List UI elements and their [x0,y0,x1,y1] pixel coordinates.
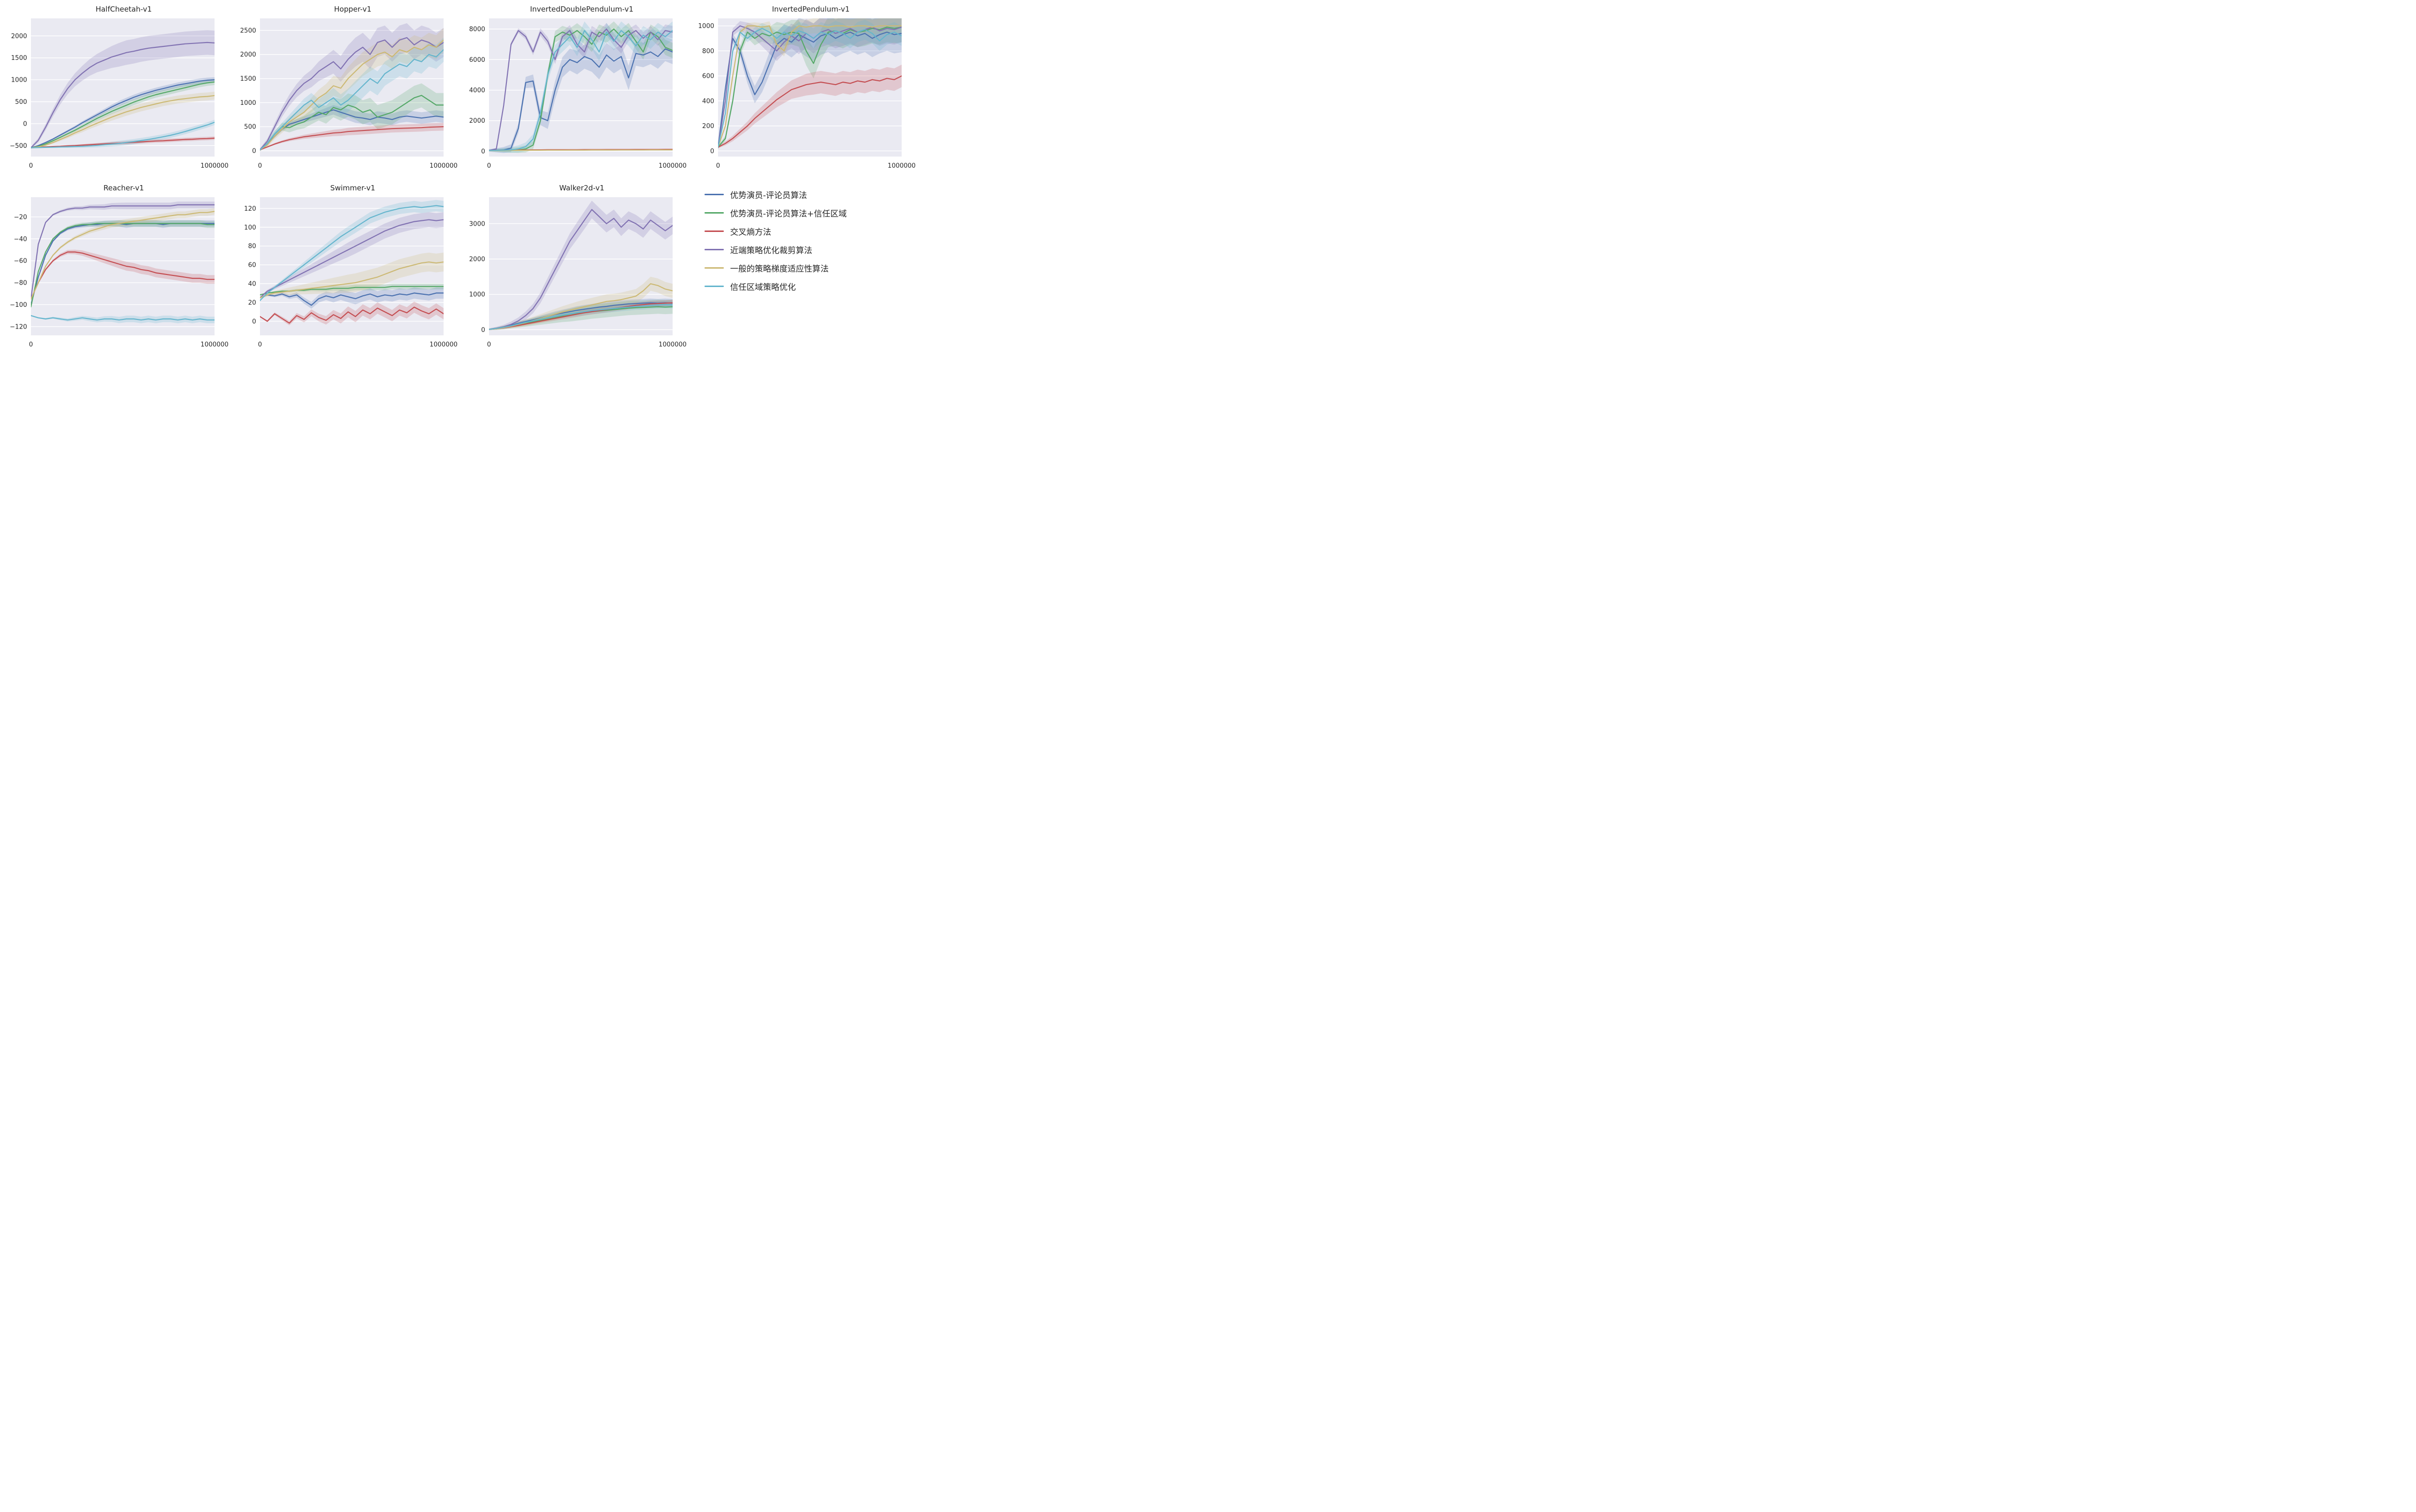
legend-label: 优势演员-评论员算法 [730,191,807,201]
svg-text:20: 20 [248,299,256,306]
svg-text:1000000: 1000000 [201,341,228,348]
svg-text:−20: −20 [14,214,27,221]
svg-text:2000: 2000 [469,256,485,263]
chart-title: Reacher-v1 [103,184,144,192]
subplot-walker2d: Walker2d-v1 0 1000 2000 3000 0 1000000 [459,182,688,353]
svg-text:4000: 4000 [469,87,485,94]
svg-text:120: 120 [244,205,256,213]
rl-benchmark-figure: HalfCheetah-v1 −500 0 500 1000 1500 2000 0 1000… [0,0,916,358]
svg-text:2000: 2000 [469,117,485,125]
subplot-invertedpendulum: InvertedPendulum-v1 0 200 400 600 800 1000 0 10… [688,3,917,174]
legend-line-swatch [705,194,724,195]
svg-text:1000000: 1000000 [659,162,686,170]
chart-canvas: 0 20 40 60 80 100 120 0 1000000 [244,197,457,348]
chart-title: HalfCheetah-v1 [95,5,152,14]
svg-text:1000: 1000 [698,23,714,30]
legend-line-swatch [705,286,724,287]
legend-item-trpo: 信任区域策略优化 [705,280,917,292]
subplot-inverteddoublependulum: InvertedDoublePendulum-v1 0 2000 4000 6000 8… [459,3,688,174]
legend-item-cem: 交叉熵方法 [705,225,917,237]
svg-text:2000: 2000 [240,51,256,58]
svg-text:2500: 2500 [240,27,256,34]
chart-canvas: −500 0 500 1000 1500 2000 0 1000000 [10,18,228,170]
subplot-halfcheetah: HalfCheetah-v1 −500 0 500 1000 1500 2000 0 1000… [1,3,230,174]
svg-text:0: 0 [258,341,262,348]
svg-text:500: 500 [244,124,256,131]
svg-text:1000: 1000 [11,77,27,84]
chart-canvas: 0 2000 4000 6000 8000 0 1000000 [469,18,686,170]
chart-canvas: 0 500 1000 1500 2000 2500 0 1000000 [240,18,457,170]
svg-text:−60: −60 [14,258,27,265]
svg-text:1000000: 1000000 [430,341,457,348]
svg-text:0: 0 [716,162,720,170]
legend-line-swatch [705,249,724,250]
svg-text:1000: 1000 [469,291,485,299]
legend-label: 一般的策略梯度适应性算法 [730,264,829,274]
svg-text:8000: 8000 [469,26,485,33]
svg-text:600: 600 [702,73,714,80]
svg-text:0: 0 [29,341,33,348]
svg-text:−40: −40 [14,236,27,243]
subplot-swimmer: Swimmer-v1 0 20 40 60 80 100 120 0 1000000 [230,182,459,353]
legend-line-swatch [705,267,724,269]
chart-canvas: 0 1000 2000 3000 0 1000000 [469,197,686,348]
svg-text:−120: −120 [10,323,27,331]
legend-label: 信任区域策略优化 [730,283,796,292]
chart-title: Swimmer-v1 [330,184,375,192]
svg-text:1000000: 1000000 [888,162,915,170]
svg-text:1500: 1500 [11,55,27,62]
svg-text:0: 0 [487,341,491,348]
svg-text:−80: −80 [14,280,27,287]
svg-text:200: 200 [702,123,714,130]
svg-text:40: 40 [248,280,256,288]
chart-canvas: −120 −100 −80 −60 −40 −20 0 1000000 [10,197,228,348]
legend-line-swatch [705,230,724,232]
svg-text:0: 0 [481,327,485,334]
subplot-reacher: Reacher-v1 −120 −100 −80 −60 −40 −20 0 1000000 [1,182,230,353]
svg-text:0: 0 [23,120,27,128]
svg-text:0: 0 [29,162,33,170]
svg-text:500: 500 [15,99,27,106]
svg-text:0: 0 [487,162,491,170]
svg-text:0: 0 [252,148,256,155]
chart-title: Walker2d-v1 [559,184,604,192]
svg-text:60: 60 [248,262,256,269]
svg-text:100: 100 [244,224,256,231]
chart-canvas: 0 200 400 600 800 1000 0 1000000 [698,18,915,170]
legend-item-ppo_clip: 近端策略优化裁剪算法 [705,244,917,256]
subplot-hopper: Hopper-v1 0 500 1000 1500 2000 2500 0 1000000 [230,3,459,174]
legend-label: 交叉熵方法 [730,228,771,237]
svg-text:−500: −500 [10,143,27,150]
svg-text:1000: 1000 [240,100,256,107]
svg-text:0: 0 [252,318,256,325]
svg-text:0: 0 [710,148,714,155]
legend-label: 优势演员-评论员算法+信任区域 [730,209,847,219]
chart-title: Hopper-v1 [334,5,372,14]
svg-text:1000000: 1000000 [430,162,457,170]
svg-text:1000000: 1000000 [201,162,228,170]
svg-text:80: 80 [248,243,256,250]
legend-item-a2c: 优势演员-评论员算法 [705,188,917,201]
svg-text:1500: 1500 [240,75,256,83]
legend-item-vanilla_pg: 一般的策略梯度适应性算法 [705,262,917,274]
svg-text:6000: 6000 [469,57,485,64]
svg-text:−100: −100 [10,302,27,309]
chart-title: InvertedDoublePendulum-v1 [530,5,633,14]
svg-text:800: 800 [702,48,714,55]
svg-text:400: 400 [702,98,714,105]
svg-text:1000000: 1000000 [659,341,686,348]
legend-line-swatch [705,212,724,214]
legend: 优势演员-评论员算法优势演员-评论员算法+信任区域 交叉熵方法近端策略优化裁剪算法… [688,182,917,353]
svg-text:3000: 3000 [469,220,485,228]
svg-text:0: 0 [481,148,485,155]
svg-text:2000: 2000 [11,33,27,40]
legend-label: 近端策略优化裁剪算法 [730,246,812,256]
chart-title: InvertedPendulum-v1 [772,5,850,14]
legend-item-a2c_trust_region: 优势演员-评论员算法+信任区域 [705,207,917,219]
svg-text:0: 0 [258,162,262,170]
